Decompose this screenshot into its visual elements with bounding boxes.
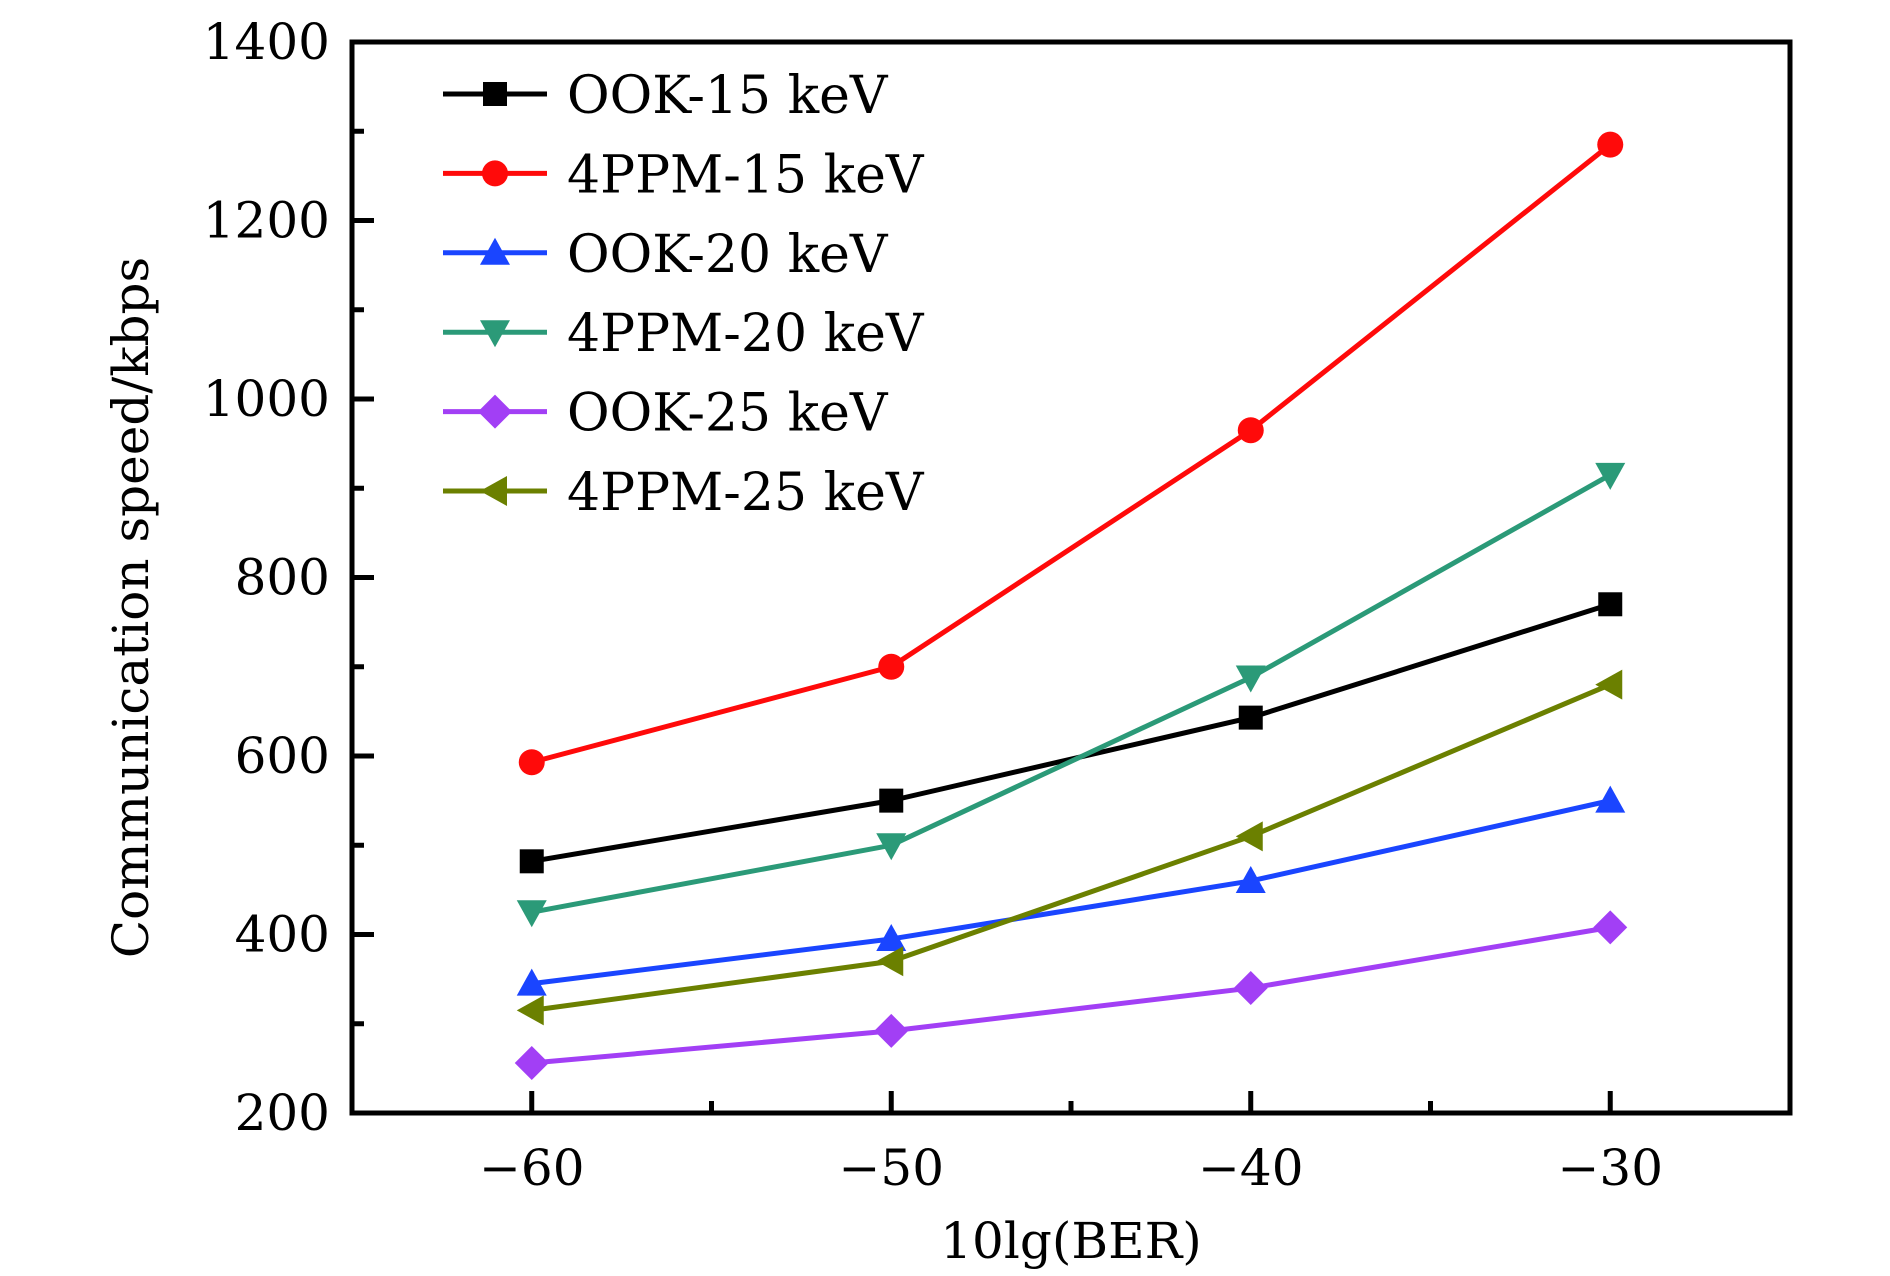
legend-item: 4PPM-15 keV: [443, 145, 925, 205]
legend-item: OOK-15 keV: [443, 66, 889, 126]
legend-item: OOK-25 keV: [443, 384, 889, 444]
data-point: [1238, 705, 1263, 730]
legend-marker: [483, 82, 507, 106]
data-point: [1595, 462, 1626, 490]
y-axis-ticks: [352, 39, 374, 1116]
legend-label: 4PPM-25 keV: [567, 463, 925, 523]
series-4ppm-15-kev: [518, 131, 1624, 776]
data-point: [1235, 821, 1263, 852]
data-point: [1597, 131, 1624, 158]
x-tick-label: −50: [838, 1139, 944, 1197]
y-tick-label: 600: [235, 727, 330, 785]
x-tick-label: −30: [1557, 1139, 1663, 1197]
data-point: [1235, 665, 1266, 693]
y-tick-label: 400: [235, 906, 330, 964]
legend-label: OOK-25 keV: [567, 384, 889, 444]
series-4ppm-25-kev: [516, 669, 1623, 1026]
series-line: [531, 798, 1611, 987]
legend-marker: [480, 237, 510, 265]
y-tick-label: 800: [235, 549, 330, 607]
legend-marker: [478, 394, 512, 429]
series-line: [531, 601, 1612, 864]
legend-label: OOK-15 keV: [567, 66, 889, 126]
data-point: [1237, 417, 1264, 444]
x-tick-label: −40: [1198, 1139, 1304, 1197]
y-tick-label: 200: [235, 1084, 330, 1142]
x-axis-tick-labels: −60 −50 −40 −30: [479, 1139, 1663, 1197]
legend-label: 4PPM-20 keV: [567, 304, 925, 364]
series-ook-15-kev: [519, 592, 1623, 874]
x-tick-label: −60: [479, 1139, 585, 1197]
legend: OOK-15 keV 4PPM-15 keV OOK-20 keV 4PPM-20 k…: [443, 66, 925, 523]
data-point: [519, 849, 544, 874]
data-point: [1595, 785, 1626, 813]
data-point: [516, 995, 544, 1026]
series-ook-20-kev: [516, 785, 1626, 996]
y-axis-title: Communication speed/kbps: [102, 257, 160, 958]
legend-marker: [480, 320, 510, 348]
legend-item: 4PPM-25 keV: [443, 463, 925, 523]
x-axis-title: 10lg(BER): [940, 1212, 1202, 1270]
series-line: [531, 142, 1612, 765]
series: [514, 131, 1628, 1081]
y-tick-label: 1200: [203, 192, 330, 250]
legend-label: 4PPM-15 keV: [567, 145, 925, 205]
data-point: [876, 833, 907, 861]
series-line: [531, 682, 1612, 1013]
data-point: [516, 968, 547, 996]
legend-item: 4PPM-20 keV: [443, 304, 925, 364]
data-point: [1235, 865, 1266, 893]
data-point: [874, 1013, 909, 1048]
data-point: [879, 788, 904, 813]
x-axis-ticks: [529, 1091, 1613, 1113]
data-point: [1233, 971, 1268, 1006]
y-tick-label: 1000: [203, 370, 330, 428]
series-line: [531, 924, 1611, 1066]
legend-label: OOK-20 keV: [567, 225, 889, 285]
series-line: [531, 472, 1612, 915]
data-point: [518, 749, 545, 776]
series-4ppm-20-kev: [516, 462, 1626, 928]
legend-marker: [480, 476, 507, 506]
data-point: [1598, 592, 1623, 617]
series-ook-25-kev: [514, 910, 1628, 1081]
data-point: [516, 900, 547, 928]
y-tick-label: 1400: [203, 13, 330, 71]
data-point: [1593, 910, 1628, 945]
legend-item: OOK-20 keV: [443, 225, 889, 285]
data-point: [876, 946, 904, 977]
data-point: [878, 653, 905, 680]
data-point: [1595, 669, 1623, 700]
y-axis-tick-labels: 200 400 600 800 1000 1200 1400: [203, 13, 330, 1142]
axes: −60 −50 −40 −30 200 400 600 800 1000 1200 1400 10…: [102, 13, 1793, 1270]
data-point: [514, 1046, 549, 1081]
data-point: [876, 923, 907, 951]
legend-marker: [482, 160, 508, 187]
